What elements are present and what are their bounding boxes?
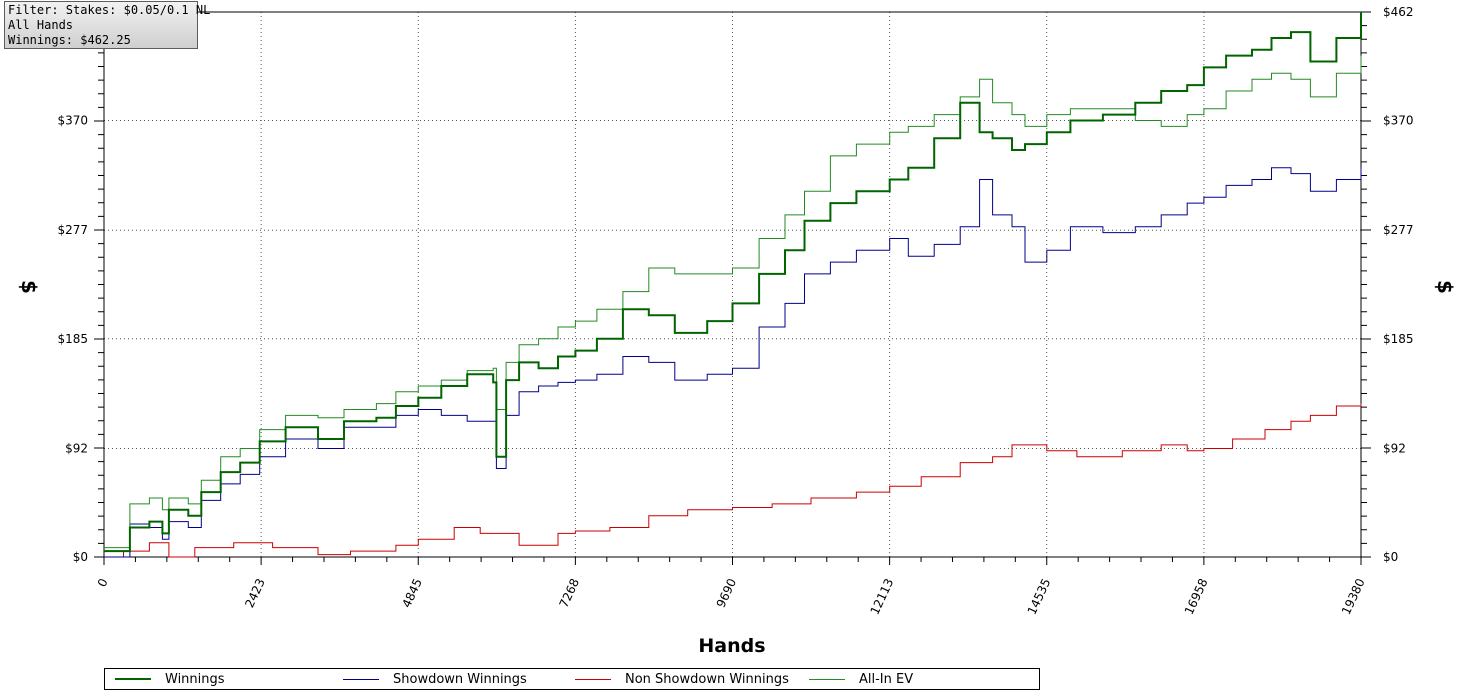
- x-tick-label: 0: [95, 576, 111, 589]
- series-layer: [104, 12, 1362, 558]
- legend-label-allin-ev: All-In EV: [859, 671, 914, 687]
- y-axis-title-right: $: [1433, 280, 1457, 294]
- legend-item-non-showdown: Non Showdown Winnings: [575, 669, 789, 689]
- y-tick-label-right: $462: [1383, 5, 1414, 19]
- y-tick-label-right: $0: [1383, 550, 1398, 564]
- y-tick-label-right: $277: [1383, 223, 1414, 237]
- legend-label-winnings: Winnings: [165, 671, 225, 687]
- y-axis-title-left: $: [17, 280, 41, 294]
- y-tick-label-right: $92: [1383, 441, 1406, 455]
- y-tick-label-left: $92: [65, 441, 88, 455]
- legend-swatch-winnings: [115, 678, 151, 680]
- legend-item-allin-ev: All-In EV: [809, 669, 913, 689]
- x-tick-label: 2423: [242, 576, 268, 610]
- y-tick-label-right: $370: [1383, 114, 1414, 128]
- x-tick-label: 9690: [714, 576, 740, 610]
- chart-legend: Winnings Showdown Winnings Non Showdown …: [104, 668, 1040, 690]
- y-tick-label-left: $0: [73, 550, 88, 564]
- series-line-showdown-winnings: [104, 167, 1362, 558]
- x-axis-title: Hands: [698, 635, 765, 657]
- legend-item-showdown: Showdown Winnings: [343, 669, 527, 689]
- y-tick-label-left: $185: [57, 332, 88, 346]
- filter-winnings-text: Winnings: $462.25: [8, 33, 131, 47]
- legend-label-non-showdown: Non Showdown Winnings: [625, 671, 789, 687]
- x-tick-label: 12113: [868, 576, 897, 617]
- series-line-all-in-ev: [104, 55, 1362, 549]
- filter-info-box: Filter: Stakes: $0.05/0.1 NL All Hands W…: [4, 1, 211, 49]
- y-tick-label-left: $370: [57, 114, 88, 128]
- y-tick-label-left: $277: [57, 223, 88, 237]
- filter-hands-text: All Hands: [8, 18, 74, 32]
- series-line-non-showdown-winnings: [104, 403, 1362, 558]
- x-tick-label: 19380: [1339, 576, 1368, 617]
- y-tick-label-right: $185: [1383, 332, 1414, 346]
- legend-swatch-non-showdown: [575, 678, 611, 680]
- legend-label-showdown: Showdown Winnings: [393, 671, 527, 687]
- x-tick-label: 7268: [557, 576, 583, 610]
- legend-item-winnings: Winnings: [115, 669, 225, 689]
- filter-stakes-text: Filter: Stakes: $0.05/0.1 NL: [8, 3, 211, 17]
- x-tick-label: 4845: [399, 576, 425, 610]
- legend-swatch-allin-ev: [809, 678, 845, 680]
- grid-lines: [104, 12, 1361, 557]
- series-line-winnings: [104, 12, 1362, 553]
- x-tick-label: 16958: [1182, 576, 1211, 617]
- x-tick-label: 14535: [1025, 576, 1054, 617]
- legend-swatch-showdown: [343, 678, 379, 680]
